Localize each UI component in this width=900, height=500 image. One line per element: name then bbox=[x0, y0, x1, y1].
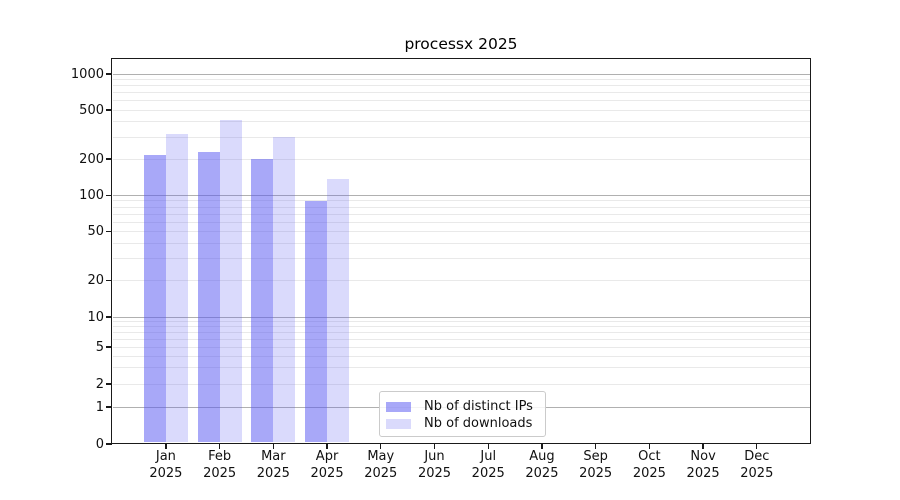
gridline-minor bbox=[112, 213, 810, 215]
gridline-minor bbox=[112, 200, 810, 202]
legend-swatch-distinct-ips bbox=[386, 402, 411, 412]
legend-label-downloads: Nb of downloads bbox=[424, 416, 533, 431]
legend-label-distinct-ips: Nb of distinct IPs bbox=[424, 399, 533, 414]
gridline-minor bbox=[112, 346, 810, 348]
bar-downloads-apr bbox=[327, 178, 350, 443]
gridline-minor bbox=[112, 85, 810, 87]
x-tick-mark bbox=[380, 444, 382, 449]
x-tick-label: May 2025 bbox=[364, 449, 398, 481]
bar-ips-mar bbox=[251, 158, 274, 443]
y-tick-label: 1 bbox=[95, 399, 104, 415]
x-tick-mark bbox=[326, 444, 328, 449]
y-tick-label: 20 bbox=[87, 273, 104, 288]
x-tick-mark bbox=[218, 444, 221, 449]
x-tick-label: Oct 2025 bbox=[632, 449, 666, 481]
x-tick-label: Mar 2025 bbox=[256, 449, 290, 481]
gridline-minor bbox=[112, 326, 810, 328]
y-tick-mark bbox=[106, 194, 112, 197]
bar-ips-jan bbox=[143, 155, 166, 443]
gridline-minor bbox=[112, 338, 810, 340]
y-tick-label: 200 bbox=[79, 151, 104, 167]
x-tick-label: Jan 2025 bbox=[149, 449, 183, 481]
x-tick-mark bbox=[433, 444, 436, 449]
gridline-minor bbox=[112, 231, 810, 232]
x-tick-mark bbox=[595, 444, 597, 449]
x-tick-mark bbox=[165, 444, 167, 449]
gridline-minor bbox=[112, 136, 810, 138]
y-tick-mark bbox=[106, 158, 112, 160]
x-tick-label: Apr 2025 bbox=[310, 449, 344, 481]
y-tick-label: 5 bbox=[95, 339, 104, 355]
legend-swatch-downloads bbox=[386, 419, 411, 429]
bar-downloads-jan bbox=[165, 133, 188, 443]
gridline-minor bbox=[112, 258, 810, 260]
y-tick-mark bbox=[106, 230, 112, 233]
x-tick-mark bbox=[702, 444, 704, 449]
bar-downloads-mar bbox=[273, 136, 296, 443]
y-tick-mark bbox=[106, 279, 112, 282]
y-tick-mark bbox=[106, 316, 112, 318]
x-tick-mark bbox=[648, 444, 651, 449]
gridline-minor bbox=[112, 242, 810, 244]
chart-legend: Nb of distinct IPs Nb of downloads bbox=[379, 391, 546, 437]
gridline-major bbox=[112, 316, 810, 318]
x-tick-label: Jun 2025 bbox=[417, 449, 452, 481]
x-tick-label: Nov 2025 bbox=[686, 449, 720, 481]
y-tick-mark bbox=[106, 443, 112, 445]
gridline-minor bbox=[112, 321, 810, 323]
y-tick-mark bbox=[106, 109, 112, 111]
y-tick-label: 0 bbox=[95, 436, 104, 452]
gridline-minor bbox=[112, 280, 810, 281]
x-tick-mark bbox=[756, 444, 758, 449]
bar-ips-apr bbox=[305, 200, 328, 443]
gridline-minor bbox=[112, 331, 810, 333]
gridline-minor bbox=[112, 158, 810, 160]
gridline-minor bbox=[112, 383, 810, 385]
chart-title: processx 2025 bbox=[404, 35, 518, 53]
bar-downloads-feb bbox=[219, 120, 242, 443]
y-tick-label: 1000 bbox=[70, 66, 104, 82]
gridline-minor bbox=[112, 121, 810, 123]
y-tick-mark bbox=[106, 73, 112, 75]
y-tick-mark bbox=[106, 346, 112, 348]
y-tick-label: 2 bbox=[95, 376, 104, 392]
gridline-minor bbox=[112, 367, 810, 369]
gridline-minor bbox=[112, 206, 810, 208]
x-tick-label: Sep 2025 bbox=[579, 449, 613, 481]
y-tick-label: 10 bbox=[87, 309, 104, 325]
gridline-minor bbox=[112, 109, 810, 111]
y-tick-label: 100 bbox=[79, 188, 104, 203]
x-tick-mark bbox=[272, 444, 274, 449]
gridline-major bbox=[112, 73, 810, 75]
bar-ips-feb bbox=[197, 151, 220, 443]
y-tick-label: 500 bbox=[79, 102, 104, 118]
legend-item-downloads: Nb of downloads bbox=[386, 416, 537, 432]
legend-item-distinct-ips: Nb of distinct IPs bbox=[386, 399, 537, 415]
x-tick-mark bbox=[487, 444, 489, 449]
y-tick-mark bbox=[106, 383, 112, 385]
gridline-minor bbox=[112, 221, 810, 223]
y-tick-mark bbox=[106, 406, 112, 408]
gridline-minor bbox=[112, 100, 810, 102]
x-tick-label: Jul 2025 bbox=[471, 449, 505, 481]
gridline-minor bbox=[112, 78, 810, 80]
x-tick-mark bbox=[541, 444, 543, 449]
gridline-minor bbox=[112, 355, 810, 357]
x-tick-label: Dec 2025 bbox=[740, 449, 774, 481]
x-tick-label: Feb 2025 bbox=[203, 449, 237, 481]
y-tick-label: 50 bbox=[87, 224, 104, 239]
gridline-major bbox=[112, 195, 810, 196]
gridline-minor bbox=[112, 92, 810, 94]
x-tick-label: Aug 2025 bbox=[525, 449, 559, 481]
